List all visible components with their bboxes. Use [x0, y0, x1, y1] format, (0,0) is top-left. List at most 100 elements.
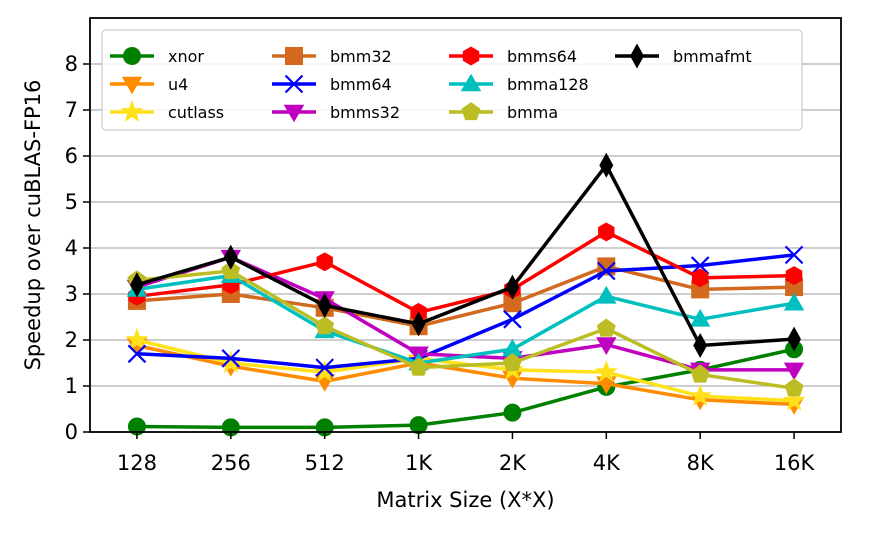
data-point-xnor	[409, 416, 428, 435]
legend-marker-u4	[121, 76, 143, 95]
series-line-bmm32	[136, 264, 795, 328]
series-line-bmma	[136, 269, 795, 391]
y-axis: 0 1 2 3 4 5 6 7 8	[65, 52, 90, 444]
data-point-bmmafmt	[223, 244, 238, 270]
x-tick-label: 128	[117, 451, 157, 475]
data-point-cutlass	[313, 360, 337, 383]
data-point-bmm64	[127, 344, 147, 364]
legend-label: bmma	[507, 103, 558, 122]
y-tick-label: 2	[65, 328, 78, 352]
data-point-bmms64	[692, 268, 709, 288]
data-point-bmm64	[597, 261, 616, 281]
data-point-bmms32	[783, 362, 805, 381]
data-point-cutlass	[688, 383, 712, 406]
legend-item-bmms64: bmms64	[449, 46, 577, 66]
data-point-bmmafmt	[411, 311, 426, 337]
data-point-bmms64	[785, 266, 803, 286]
y-tick-label: 5	[65, 190, 78, 214]
data-point-bmma	[409, 357, 429, 376]
data-point-bmm64	[315, 358, 334, 377]
legend-marker-bmms32	[283, 104, 305, 123]
legend-item-cutlass: cutlass	[110, 99, 224, 122]
data-point-bmms64	[598, 222, 615, 242]
data-point-bmms32	[596, 337, 617, 356]
legend-marker-bmma	[461, 102, 481, 121]
y-tick-label: 4	[65, 236, 78, 260]
y-tick-label: 1	[65, 374, 78, 398]
legend-item-bmm32: bmm32	[272, 47, 392, 66]
legend-item-bmm64: bmm64	[272, 74, 392, 94]
x-tick-label: 4K	[593, 451, 621, 475]
legend-item-xnor: xnor	[110, 47, 204, 66]
legend-marker-bmmafmt	[630, 43, 644, 69]
data-point-cutlass	[782, 388, 806, 411]
data-point-bmmafmt	[317, 292, 332, 319]
legend: xnor u4 cutlass bmm32 bmm64 bmms32 bmms64 bmma1…	[101, 29, 803, 131]
data-point-bmma	[221, 260, 241, 280]
legend-label: bmmafmt	[673, 47, 752, 66]
legend-label: xnor	[168, 47, 204, 66]
x-axis-label: Matrix Size (X*X)	[376, 488, 554, 512]
legend-item-bmmafmt: bmmafmt	[615, 43, 752, 69]
data-point-xnor	[503, 403, 522, 422]
x-tick-label: 8K	[687, 451, 715, 475]
series-group	[125, 152, 806, 437]
x-tick-label: 512	[305, 451, 345, 475]
data-point-bmmafmt	[505, 274, 520, 300]
data-point-bmmafmt	[599, 152, 614, 178]
data-point-bmma128	[783, 292, 805, 311]
data-point-cutlass	[125, 327, 149, 350]
legend-item-bmma128: bmma128	[449, 73, 589, 94]
x-tick-label: 16K	[774, 451, 816, 475]
legend-item-bmms32: bmms32	[272, 103, 400, 123]
data-point-bmmafmt	[787, 326, 801, 352]
data-point-bmm64	[690, 256, 710, 275]
plot-area-frame	[89, 17, 842, 433]
x-tick-label: 1K	[405, 451, 433, 475]
legend-label: bmma128	[507, 75, 589, 94]
legend-label: bmm32	[330, 47, 392, 66]
data-point-bmms64	[316, 252, 333, 272]
y-tick-label: 7	[65, 98, 78, 122]
x-tick-label: 2K	[499, 451, 527, 475]
series-bmmafmt	[130, 152, 801, 359]
data-point-bmm64	[503, 310, 522, 329]
legend-marker-bmm32	[285, 47, 303, 65]
legend-label: bmms32	[330, 103, 400, 122]
x-tick-label: 256	[211, 451, 251, 475]
series-line-bmm64	[136, 253, 795, 370]
legend-marker-xnor	[123, 47, 141, 65]
legend-item-u4: u4	[110, 75, 188, 95]
data-point-bmma	[596, 318, 616, 337]
y-tick-label: 3	[65, 282, 78, 306]
data-point-bmmafmt	[693, 332, 708, 359]
legend-label: u4	[168, 75, 188, 94]
legend-marker-bmms64	[462, 46, 480, 66]
series-line-xnor	[136, 347, 795, 430]
data-point-bmmafmt	[130, 272, 144, 298]
legend-marker-bmm64	[284, 74, 304, 94]
data-point-bmma	[315, 316, 335, 335]
x-axis: 128 256 512 1K 2K 4K 8K 16K	[117, 432, 816, 475]
legend-marker-cutlass	[120, 99, 144, 122]
y-tick-label: 8	[65, 52, 78, 76]
data-point-bmm64	[221, 349, 241, 368]
data-point-bmma	[690, 364, 710, 383]
data-point-bmma	[784, 378, 804, 397]
y-axis-label: Speedup over cuBLAS-FP16	[21, 80, 45, 371]
data-point-bmm64	[784, 245, 804, 265]
data-point-bmma128	[596, 285, 617, 304]
series-line-u4	[136, 343, 795, 407]
legend-item-bmma: bmma	[449, 102, 558, 122]
legend-label: bmm64	[330, 75, 392, 94]
y-tick-label: 6	[65, 144, 78, 168]
legend-label: bmms64	[507, 47, 577, 66]
series-line-bmmafmt	[136, 163, 795, 348]
data-point-cutlass	[594, 360, 618, 383]
data-point-bmma128	[689, 308, 711, 327]
legend-label: cutlass	[168, 103, 224, 122]
legend-marker-bmma128	[460, 73, 482, 92]
data-point-bmma	[502, 352, 522, 372]
y-tick-label: 0	[65, 420, 78, 444]
